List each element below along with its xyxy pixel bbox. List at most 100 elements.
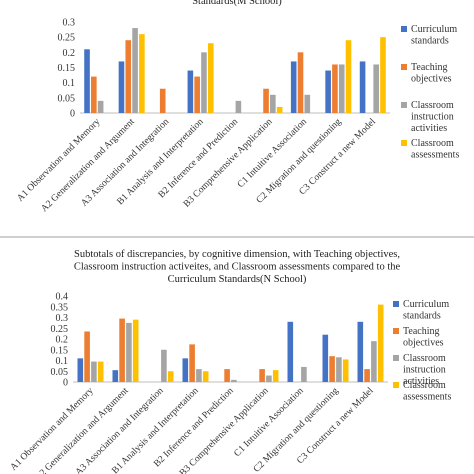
bar — [377, 304, 384, 382]
bar — [301, 366, 307, 382]
bar — [338, 64, 345, 113]
legend-label: Classroom — [411, 138, 454, 149]
legend-label: assessments — [411, 150, 459, 161]
bar — [201, 52, 207, 113]
bar — [84, 331, 90, 382]
bar — [342, 359, 349, 382]
bar — [272, 370, 279, 382]
bar — [224, 369, 230, 382]
bar — [325, 70, 331, 113]
bar — [336, 357, 342, 382]
chart-title: Classroom instruction activeites, and Cl… — [74, 262, 401, 273]
chart-divider — [0, 236, 474, 238]
bar — [373, 64, 379, 113]
legend-label: instruction — [411, 112, 454, 123]
y-tick-label: 0.3 — [56, 313, 69, 324]
bar — [345, 40, 352, 114]
legend-swatch — [393, 355, 399, 361]
y-tick-label: 0.05 — [58, 93, 76, 104]
bar — [290, 61, 297, 113]
bar — [297, 52, 304, 113]
y-tick-label: 0.3 — [63, 18, 76, 29]
chart-title: Standards(M School) — [192, 0, 282, 7]
legend-label: Classroom — [411, 100, 454, 111]
bar — [231, 379, 237, 382]
legend-swatch — [393, 328, 399, 334]
legend-swatch — [401, 140, 407, 146]
bar — [84, 49, 90, 113]
legend-label: Curriculum — [411, 24, 457, 35]
bar — [357, 321, 364, 382]
legend-label: objectives — [403, 338, 444, 349]
bar — [207, 43, 214, 113]
legend-swatch — [401, 102, 407, 108]
y-tick-label: 0.1 — [63, 78, 76, 89]
bar — [359, 61, 366, 113]
y-tick-label: 0.25 — [51, 324, 69, 335]
y-tick-label: 0 — [70, 109, 75, 120]
bar — [126, 322, 132, 382]
bar — [139, 34, 145, 114]
legend-label: assessments — [403, 392, 451, 403]
y-tick-label: 0.15 — [58, 63, 76, 74]
bar — [119, 318, 125, 382]
bar — [159, 88, 166, 113]
chart-title: Curriculum Standards(N School) — [168, 274, 307, 285]
y-tick-label: 0.4 — [56, 292, 69, 303]
bar — [132, 28, 138, 113]
bar — [304, 94, 311, 113]
legend-swatch — [393, 382, 399, 388]
bar — [276, 106, 283, 113]
legend-swatch — [401, 26, 407, 32]
legend-label: activities — [411, 123, 447, 134]
bar — [266, 375, 272, 382]
chart-n-school: Subtotals of discrepancies, by cognitive… — [8, 249, 451, 474]
bar — [332, 64, 338, 113]
bar — [112, 370, 119, 382]
y-tick-label: 0.2 — [63, 48, 76, 59]
legend-label: Teaching — [403, 326, 440, 337]
bar — [97, 100, 104, 113]
y-tick-label: 0.2 — [56, 335, 69, 346]
bar — [91, 361, 97, 382]
bar — [97, 361, 104, 382]
bar — [77, 358, 84, 382]
bar — [194, 76, 200, 113]
chart-title: Subtotals of discrepancies, by cognitive… — [74, 249, 400, 260]
y-tick-label: 0.1 — [56, 356, 69, 367]
legend-swatch — [393, 301, 399, 307]
y-tick-label: 0.15 — [51, 345, 69, 356]
bar — [182, 358, 189, 382]
bar — [167, 371, 174, 382]
bar — [322, 334, 329, 382]
bar — [259, 369, 265, 382]
bar — [125, 40, 132, 114]
legend-label: Classroom — [403, 353, 446, 364]
bar — [287, 321, 294, 382]
chart-m-school: Standards(M School) 0 0.05 0.1 0.15 0.2 0.25 0.… — [15, 0, 460, 214]
bar — [371, 341, 377, 382]
bar — [161, 349, 167, 382]
y-tick-label: 0.35 — [51, 302, 69, 313]
bar — [132, 319, 139, 382]
bar — [270, 94, 276, 113]
bar — [187, 70, 194, 113]
y-tick-label: 0.05 — [51, 367, 69, 378]
legend-label: Teaching — [411, 62, 448, 73]
legend-swatch — [401, 64, 407, 70]
bar — [235, 100, 242, 113]
bar — [364, 369, 370, 382]
y-tick-label: 0 — [63, 378, 68, 389]
bar — [263, 88, 269, 113]
bar — [118, 61, 125, 113]
legend-label: instruction — [403, 365, 446, 376]
legend-label: standards — [403, 311, 441, 322]
bar — [91, 76, 97, 113]
legend-label: standards — [411, 36, 449, 47]
bar — [196, 369, 202, 382]
legend-label: activities — [403, 376, 439, 387]
legend-label: objectives — [411, 74, 452, 85]
bar — [329, 356, 335, 382]
legend-label: Classroom — [403, 380, 446, 391]
